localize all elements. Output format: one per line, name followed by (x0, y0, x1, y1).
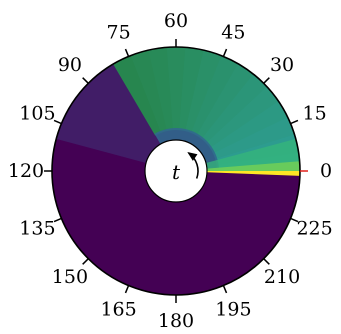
angular-tick-label: 210 (264, 266, 300, 288)
heatmap-band (209, 100, 288, 154)
angular-tick (82, 77, 89, 84)
angular-tick-labels: 0 15 30 45 60 75 90 105 120 135 150 165 180 195 210 225 (8, 10, 333, 332)
angular-tick-label: 75 (107, 21, 131, 43)
angular-tick-label: 30 (270, 54, 294, 76)
heatmap-inner-band (154, 128, 219, 171)
angular-tick-label: 90 (58, 54, 82, 76)
angular-tick-label: 180 (158, 310, 194, 332)
heatmap-band (165, 47, 186, 131)
angular-tick-label: 165 (100, 299, 136, 321)
angular-tick-label: 105 (19, 103, 55, 125)
angular-tick (290, 217, 299, 223)
angular-tick-label: 225 (296, 217, 332, 239)
angular-tick-label: 150 (52, 266, 88, 288)
heatmap-band (201, 73, 267, 144)
heatmap-fade (56, 60, 162, 163)
angular-tick (53, 217, 62, 223)
angular-tick-label: 45 (221, 21, 245, 43)
center-label: t (172, 160, 181, 184)
angular-tick (222, 48, 228, 57)
angular-tick (263, 77, 270, 84)
heatmap-band (147, 47, 173, 132)
rotation-arrow-head (187, 152, 198, 161)
heatmap-band (129, 50, 167, 133)
angular-tick-label: 0 (320, 160, 332, 182)
angular-ticks (44, 39, 308, 303)
heatmap-band (113, 55, 162, 136)
heatmap-band (212, 116, 295, 159)
angular-tick-label: 135 (19, 217, 55, 239)
angular-tick (263, 258, 270, 265)
angular-tick (53, 119, 62, 125)
angular-tick (124, 48, 130, 57)
heatmap-band (190, 55, 238, 136)
edge-highlight (206, 171, 300, 176)
heatmap-band (205, 85, 279, 148)
angular-tick (222, 285, 228, 294)
heatmap-band (196, 63, 254, 139)
center-hole: t (144, 139, 208, 203)
angular-tick (290, 119, 299, 125)
angular-tick-label: 15 (302, 103, 326, 125)
angular-tick-label: 60 (164, 10, 188, 32)
heatmap-high-band (205, 138, 300, 171)
angular-tick (124, 285, 130, 294)
angular-tick (82, 258, 89, 265)
angular-tick-label: 195 (215, 299, 251, 321)
heatmap-band (184, 49, 222, 133)
heatmap-band (178, 47, 204, 132)
heatmap-high-band (206, 161, 300, 171)
angular-tick-label: 120 (8, 160, 44, 182)
